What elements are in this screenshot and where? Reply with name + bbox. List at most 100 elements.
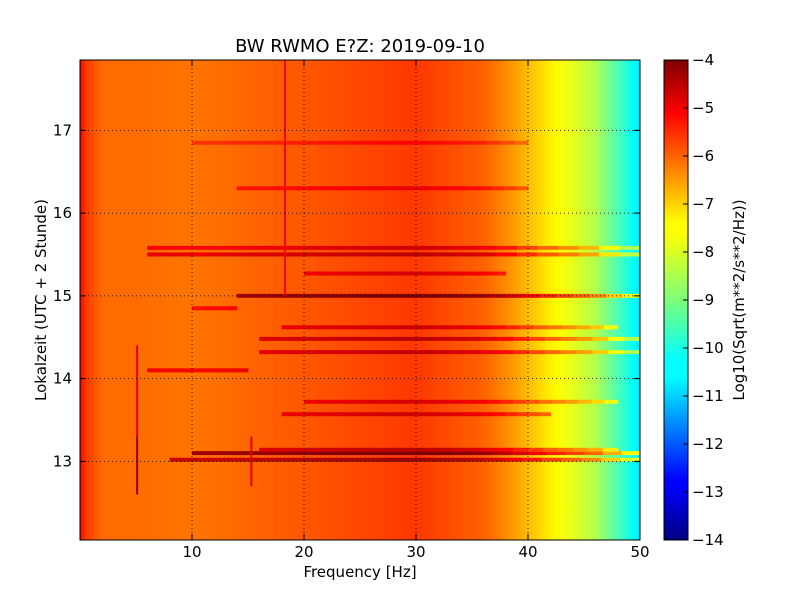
spectral-band-1-segment — [341, 451, 361, 456]
spectral-band-12-segment — [229, 252, 251, 257]
spectral-band-6-segment — [465, 350, 482, 355]
spectral-band-0-segment — [385, 457, 406, 462]
spectral-band-1-segment — [472, 451, 492, 456]
spectral-band-3-segment — [326, 412, 339, 417]
spectral-band-12-segment — [598, 252, 620, 257]
spectral-band-12-segment — [270, 252, 292, 257]
spectral-band-13-segment — [598, 245, 620, 250]
spectral-band-10-segment — [455, 293, 473, 298]
spectral-band-11-segment — [312, 271, 322, 276]
spectral-band-15-segment — [276, 140, 291, 145]
spectral-band-14-segment — [309, 186, 323, 191]
spectral-band-13-segment — [332, 245, 354, 250]
spectral-band-2-segment — [363, 447, 380, 452]
spectral-band-9-segment — [221, 306, 225, 311]
spectral-band-15-segment — [332, 140, 347, 145]
spectral-band-7-segment — [386, 336, 403, 341]
spectral-band-1-segment — [304, 451, 324, 456]
spectral-band-0-segment — [248, 457, 269, 462]
spectral-band-9-segment — [205, 306, 208, 311]
spectral-band-11-segment — [329, 271, 339, 276]
spectral-band-1-segment — [192, 451, 212, 456]
spectrogram-heatmap — [80, 60, 641, 540]
spectral-band-4-segment — [408, 399, 423, 404]
spectral-band-4-segment — [513, 399, 527, 404]
spectral-band-15-segment — [486, 140, 501, 145]
spectral-band-6-segment — [513, 350, 530, 355]
spectral-band-3-segment — [528, 412, 540, 417]
spectral-band-0-segment — [561, 457, 582, 462]
spectral-band-11-segment — [438, 271, 448, 276]
spectral-band-3-segment — [427, 412, 439, 417]
spectral-band-9-segment — [193, 306, 197, 311]
spectral-band-14-segment — [406, 186, 420, 191]
spectral-band-8-segment — [505, 325, 521, 330]
spectral-band-6-segment — [624, 350, 641, 355]
spectral-band-4-segment — [604, 399, 619, 404]
spectral-band-11-segment — [404, 271, 414, 276]
spectral-band-13-segment — [373, 245, 395, 250]
spectral-band-0-segment — [365, 457, 386, 462]
colorbar-tick-label: −6 — [692, 147, 714, 165]
spectral-band-0-segment — [228, 457, 249, 462]
spectral-band-8-segment — [463, 325, 479, 330]
spectral-band-5-segment — [147, 368, 152, 373]
spectral-band-14-segment — [515, 186, 529, 191]
spectral-band-10-segment — [539, 293, 557, 298]
spectral-band-9-segment — [227, 306, 230, 311]
spectral-band-15-segment — [248, 140, 263, 145]
spectral-band-2-segment — [572, 447, 589, 452]
spectral-band-6-segment — [402, 350, 419, 355]
spectral-band-1-segment — [490, 451, 510, 456]
spectral-band-1-segment — [416, 451, 436, 456]
spectral-band-0-segment — [600, 457, 621, 462]
spectral-band-7-segment — [338, 336, 355, 341]
spectral-band-2-segment — [498, 447, 514, 452]
spectral-band-15-segment — [206, 140, 221, 145]
spectral-band-3-segment — [304, 412, 316, 417]
spectral-band-13-segment — [208, 245, 230, 250]
y-tick-label: 16 — [53, 204, 72, 222]
spectral-band-12-segment — [414, 252, 436, 257]
spectral-band-14-segment — [382, 186, 396, 191]
spectral-band-8-segment — [337, 325, 353, 330]
spectral-band-13-segment — [475, 245, 497, 250]
spectral-band-6-segment — [497, 350, 514, 355]
spectral-band-2-segment — [528, 447, 544, 452]
spectral-band-15-segment — [290, 140, 305, 145]
spectral-band-7-segment — [290, 336, 308, 341]
spectral-band-12-segment — [455, 252, 477, 257]
spectral-band-15-segment — [234, 140, 249, 145]
spectral-band-1-segment — [229, 451, 249, 456]
spectral-band-6-segment — [544, 350, 562, 355]
x-tick-label: 10 — [182, 543, 201, 561]
spectral-band-1-segment — [248, 451, 268, 456]
spectral-band-8-segment — [575, 325, 591, 330]
spectral-band-15-segment — [388, 140, 403, 145]
spectral-band-6-segment — [576, 350, 593, 355]
spectral-band-8-segment — [309, 325, 325, 330]
spectral-band-13-segment — [167, 245, 189, 250]
spectral-band-0-segment — [208, 457, 229, 462]
spectral-band-4-segment — [369, 399, 383, 404]
spectral-band-7-segment — [275, 336, 292, 341]
spectral-band-13-segment — [516, 245, 538, 250]
spectral-band-7-segment — [592, 336, 609, 341]
spectral-band-11-segment — [379, 271, 389, 276]
spectral-band-8-segment — [421, 325, 437, 330]
grid-lines — [80, 60, 640, 540]
spectral-band-11-segment — [455, 271, 465, 276]
spectral-band-6-segment — [560, 350, 578, 355]
colorbar-ticks: −4 −5 −6 −7 −8 −9 −10 −11 −12 −13 −14 — [683, 51, 724, 549]
spectral-band-2-segment — [453, 447, 469, 452]
spectral-band-4-segment — [552, 399, 566, 404]
spectral-band-1-segment — [434, 451, 454, 456]
spectral-band-12-segment — [557, 252, 579, 257]
spectral-band-13-segment — [557, 245, 579, 250]
spectral-band-12-segment — [578, 252, 600, 257]
spectral-band-3-segment — [516, 412, 529, 417]
spectral-band-0-segment — [502, 457, 523, 462]
spectral-band-15-segment — [514, 140, 529, 145]
plot-frame — [79, 59, 641, 541]
spectral-band-7-segment — [433, 336, 451, 341]
